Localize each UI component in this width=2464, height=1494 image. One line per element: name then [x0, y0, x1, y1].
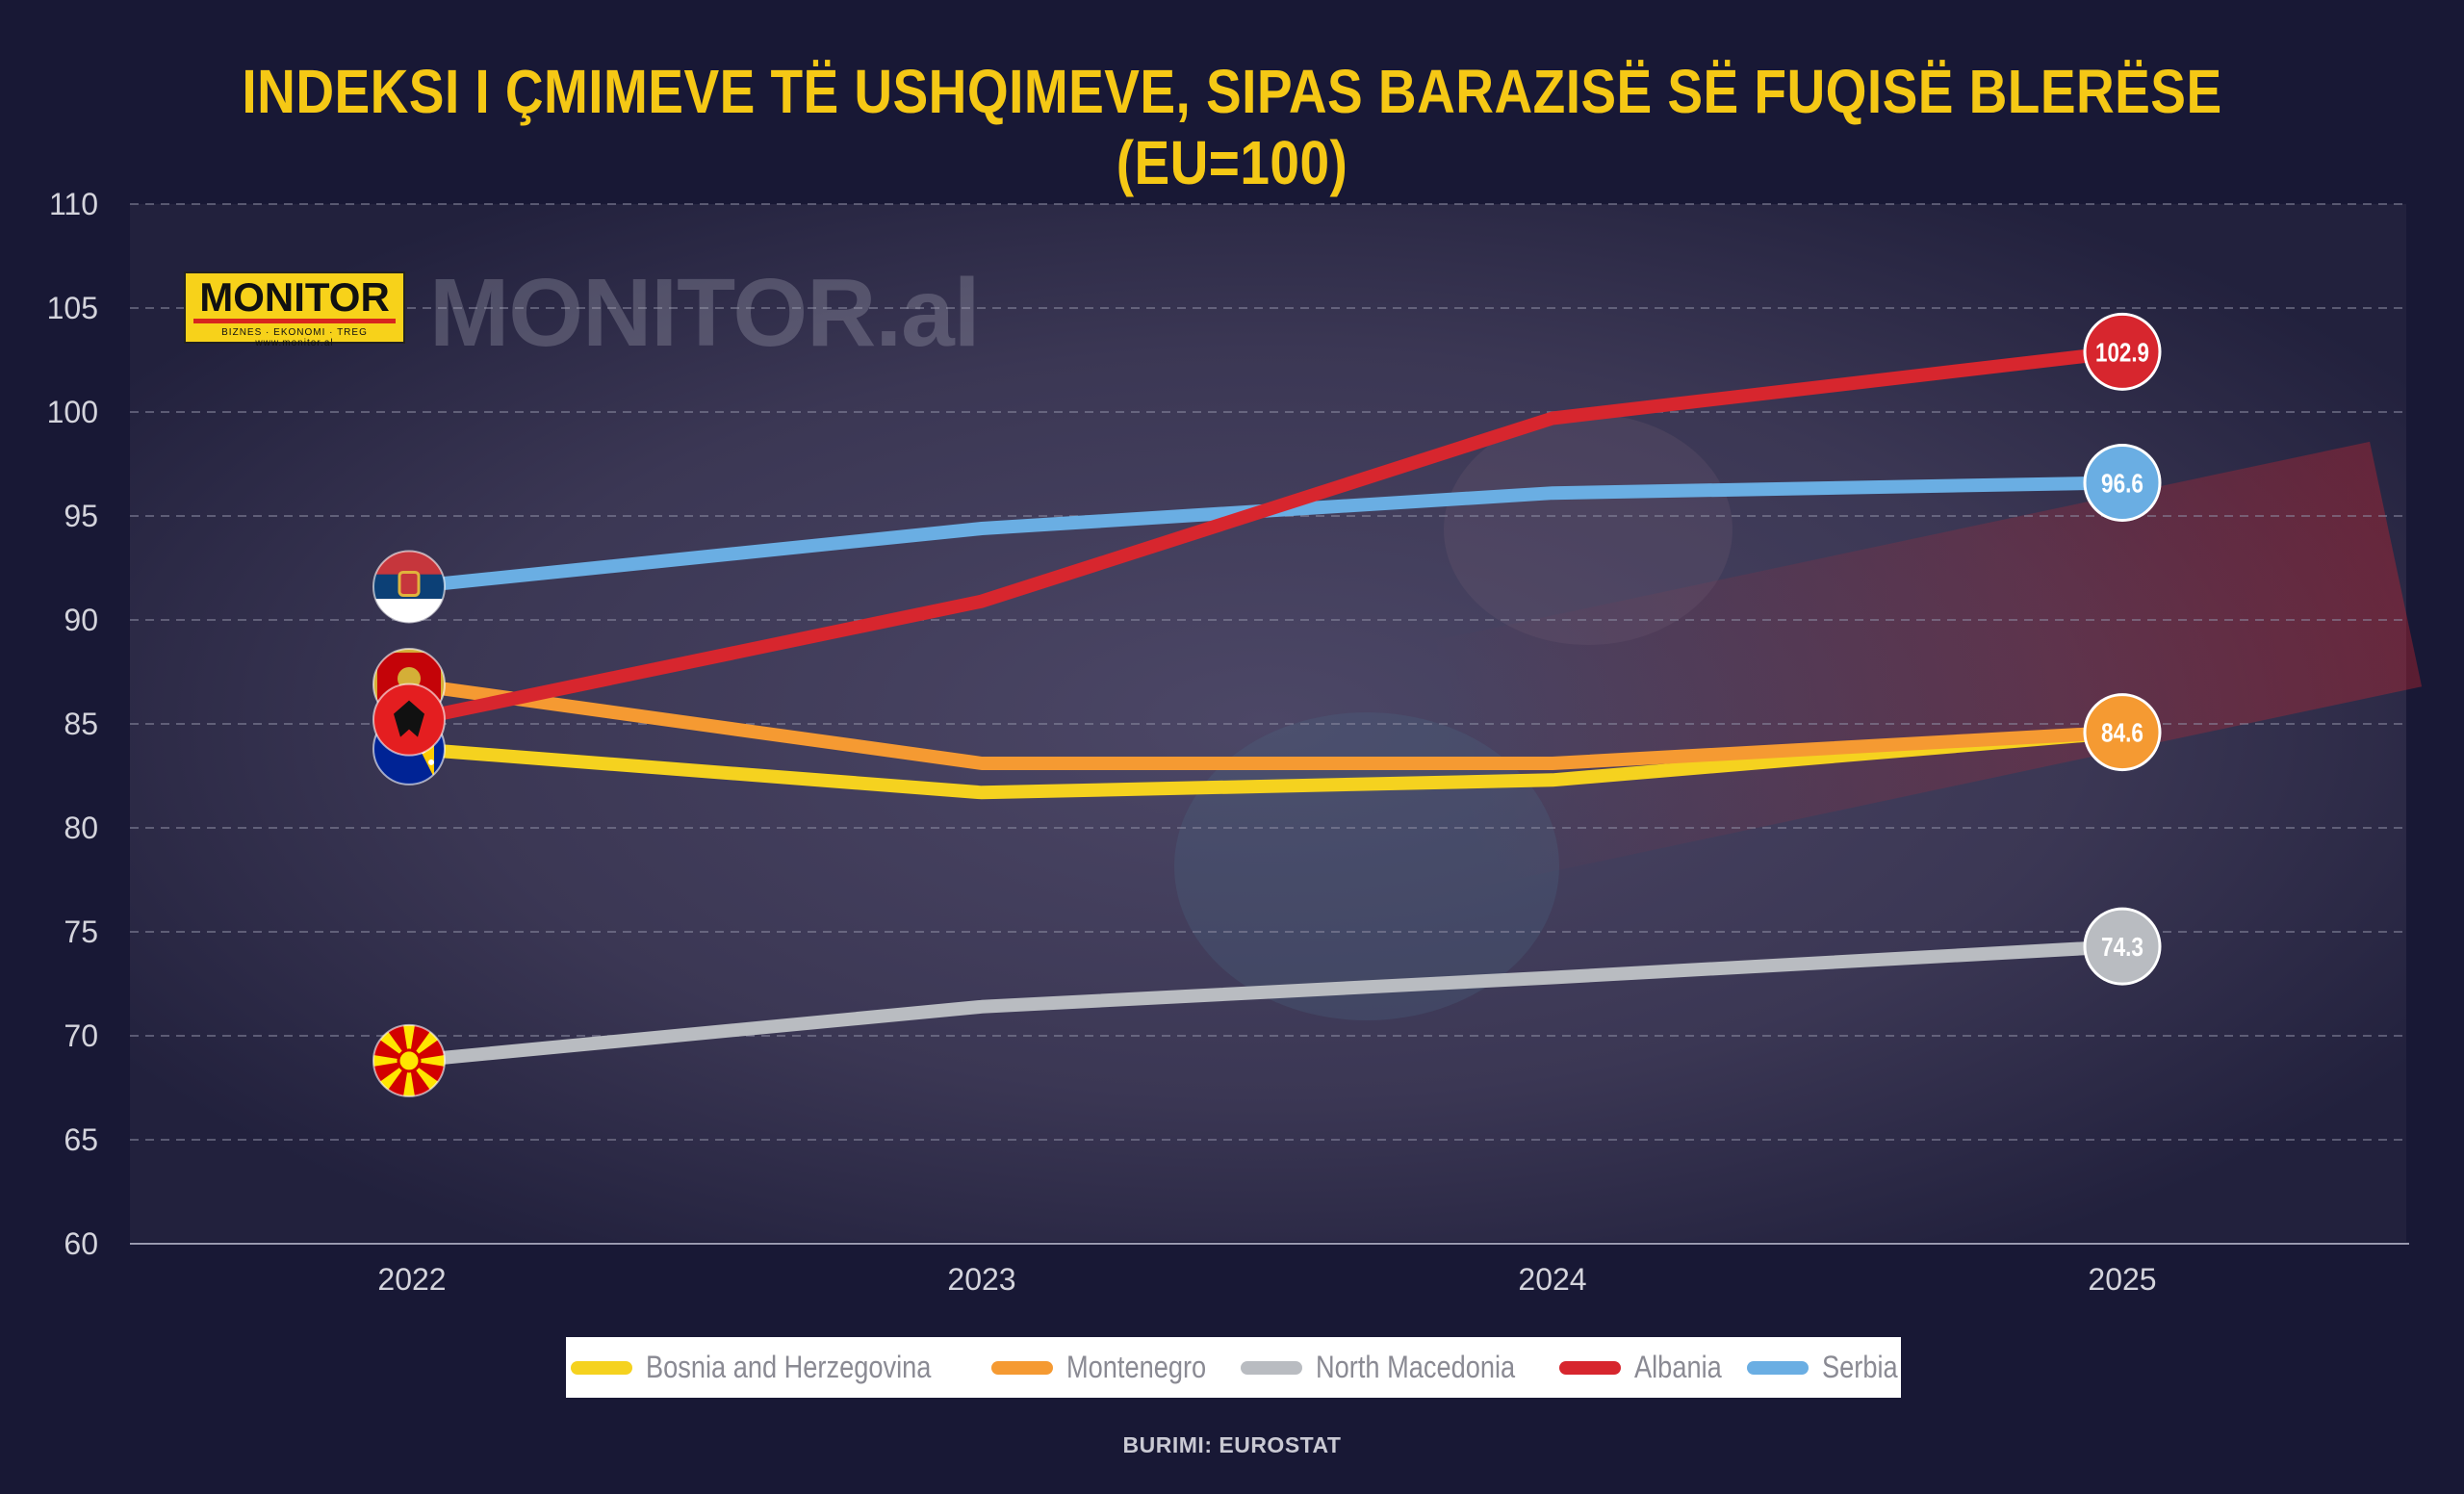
x-tick-label: 2022 — [377, 1262, 446, 1297]
legend-label: Bosnia and Herzegovina — [646, 1350, 932, 1384]
end-value-bubble — [2083, 312, 2162, 391]
series-line-bosnia-and-herzegovina — [405, 725, 2129, 800]
legend-swatch — [571, 1360, 633, 1375]
source-note: BURIMI: EUROSTAT — [1122, 1432, 1342, 1457]
flag-serbia-icon — [372, 550, 446, 624]
flag-body — [373, 551, 445, 623]
flag-sun — [397, 1048, 422, 1073]
flag-ray — [373, 1053, 409, 1069]
monitor-logo: MONITOR BIZNES · EKONOMI · TREG www.moni… — [184, 271, 405, 348]
flag-ray — [401, 1060, 417, 1096]
flag-ray — [409, 1053, 445, 1069]
end-value-bubble — [2083, 693, 2162, 772]
logo-text: MONITOR — [199, 274, 390, 320]
end-value-label: 84.6 — [2101, 718, 2143, 748]
legend-label: Serbia — [1822, 1350, 1898, 1384]
y-tick-label: 70 — [64, 1018, 98, 1053]
legend-item: Albania — [1559, 1350, 1722, 1385]
series-line-albania — [405, 345, 2129, 727]
flag-ray — [401, 1024, 417, 1061]
series-line-montenegro — [405, 678, 2129, 770]
end-value-bubble — [2083, 907, 2162, 986]
logo-rule — [193, 319, 396, 323]
legend-item: Montenegro — [990, 1350, 1216, 1385]
y-tick-label: 90 — [64, 603, 98, 637]
series-lines — [405, 345, 2129, 1068]
flag-rim — [372, 683, 446, 757]
y-tick-label: 100 — [47, 395, 98, 429]
end-value-label: 96.6 — [2101, 468, 2143, 498]
legend-label: Albania — [1634, 1350, 1723, 1384]
x-tick-label: 2025 — [2088, 1262, 2156, 1297]
flag-body — [373, 683, 445, 756]
legend-item: North Macedonia — [1240, 1350, 1535, 1385]
y-tick-label: 110 — [49, 187, 98, 221]
axes: 60 65 70 75 80 85 90 95 100 105 110 2022 2023 2024 202… — [47, 187, 2409, 1297]
chart-title: INDEKSI I ÇMIMEVE TË USHQIMEVE, SIPAS BA… — [242, 57, 2222, 197]
y-tick-label: 75 — [64, 914, 98, 949]
end-value-label: 102.9 — [2095, 337, 2149, 367]
series-line-north-macedonia — [405, 940, 2129, 1068]
markers: 84.6 74.3 102.9 96.6 — [372, 312, 2162, 1097]
logo-tagline: BIZNES · EKONOMI · TREG www.monitor.al — [221, 327, 368, 348]
y-tick-label: 85 — [64, 707, 98, 741]
flag-rim — [372, 550, 446, 624]
legend-label: Montenegro — [1065, 1350, 1207, 1384]
y-tick-label: 80 — [64, 811, 98, 845]
y-tick-label: 95 — [64, 499, 98, 533]
x-tick-label: 2024 — [1518, 1262, 1586, 1297]
flag-albania-icon — [372, 683, 446, 757]
flag-star — [428, 759, 434, 765]
y-tick-label: 60 — [64, 1226, 98, 1261]
flag-body — [373, 1024, 445, 1096]
x-tick-label: 2023 — [947, 1262, 1015, 1297]
flag-emblem — [398, 570, 421, 597]
watermark: MONITOR.al — [429, 259, 981, 367]
legend-swatch — [990, 1360, 1053, 1375]
legend-swatch — [1559, 1360, 1622, 1375]
end-value-label: 74.3 — [2101, 932, 2143, 962]
flag-north-macedonia-icon — [372, 1023, 446, 1097]
legend-swatch — [1747, 1360, 1810, 1375]
legend: Bosnia and Herzegovina Montenegro North Ma… — [566, 1337, 1901, 1398]
flag-rim — [372, 1023, 446, 1097]
legend-item: Bosnia and Herzegovina — [571, 1350, 966, 1385]
legend-item: Serbia — [1747, 1350, 1898, 1385]
y-tick-label: 65 — [64, 1122, 98, 1157]
end-value-bubble — [2083, 443, 2162, 522]
y-tick-label: 105 — [47, 291, 98, 325]
legend-label: North Macedonia — [1315, 1350, 1515, 1384]
legend-swatch — [1240, 1360, 1302, 1375]
flag-eagle — [394, 700, 424, 737]
